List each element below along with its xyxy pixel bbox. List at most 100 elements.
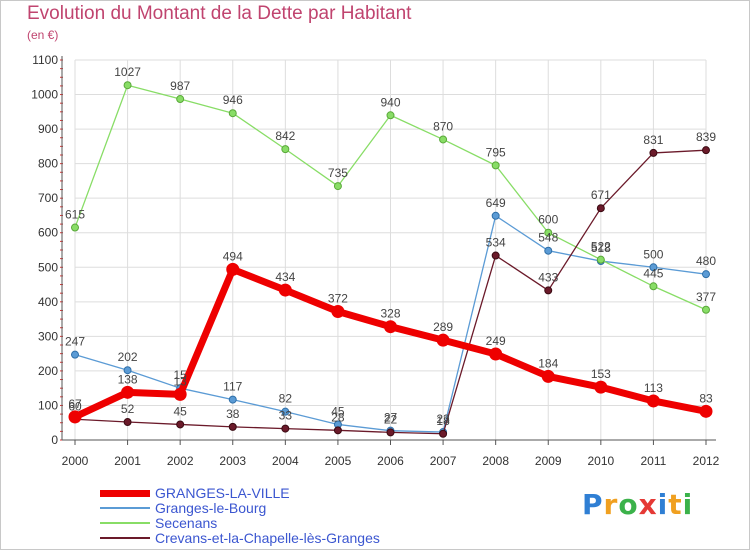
data-point [649, 148, 658, 157]
data-point [596, 204, 605, 213]
x-tick-label: 2010 [587, 454, 614, 468]
data-point [228, 109, 237, 118]
data-point [121, 385, 135, 399]
data-label: 987 [170, 79, 190, 93]
data-point [386, 428, 395, 437]
data-point [71, 223, 79, 232]
data-point [491, 211, 500, 220]
y-tick-label: 1100 [32, 53, 58, 67]
x-tick-label: 2012 [693, 454, 720, 468]
legend-item: Granges-le-Bourg [100, 500, 266, 516]
x-tick-label: 2007 [430, 454, 457, 468]
legend-swatch [100, 522, 150, 524]
data-point [702, 270, 710, 279]
x-tick-label: 2002 [167, 454, 194, 468]
data-point [123, 418, 132, 427]
y-tick-label: 600 [38, 226, 58, 240]
y-tick-label: 300 [38, 329, 58, 343]
data-label: 372 [328, 291, 348, 305]
legend-label: Crevans-et-la-Chapelle-lès-Granges [155, 530, 380, 546]
data-label: 735 [328, 166, 348, 180]
chart-subtitle: (en €) [27, 28, 59, 42]
x-tick-label: 2008 [482, 454, 509, 468]
data-label: 500 [643, 247, 663, 261]
data-point [436, 333, 450, 347]
y-tick-label: 0 [51, 433, 58, 447]
data-label: 13 [173, 374, 187, 388]
data-point [439, 429, 448, 438]
data-point [68, 410, 82, 424]
data-label: 27 [384, 411, 398, 425]
data-point [226, 262, 240, 276]
data-point [544, 286, 553, 295]
data-label: 433 [538, 270, 558, 284]
data-label: 940 [380, 95, 400, 109]
data-label: 82 [279, 392, 293, 406]
data-label: 534 [486, 236, 506, 250]
logo-letter: i [682, 488, 694, 521]
legend-swatch [100, 507, 150, 509]
legend-item: Crevans-et-la-Chapelle-lès-Granges [100, 530, 380, 546]
data-label: 842 [275, 129, 295, 143]
y-tick-label: 100 [38, 398, 58, 412]
x-tick-label: 2001 [114, 454, 141, 468]
logo-letter: x [638, 488, 658, 521]
legend-item: Secenans [100, 515, 217, 531]
data-point [228, 422, 237, 431]
data-point [173, 387, 187, 401]
data-point [71, 350, 79, 359]
data-label: 671 [591, 188, 611, 202]
logo-letter: P [582, 488, 604, 521]
data-label: 202 [118, 350, 138, 364]
data-label: 649 [486, 196, 506, 210]
data-point [702, 146, 710, 155]
data-point [489, 347, 503, 361]
logo-letter: o [618, 488, 639, 521]
data-label: 52 [121, 402, 135, 416]
data-label: 518 [591, 241, 611, 255]
data-point [333, 182, 342, 191]
data-point [439, 135, 448, 144]
y-tick-label: 500 [38, 260, 58, 274]
data-label: 831 [643, 133, 663, 147]
data-label: 328 [380, 307, 400, 321]
data-label: 522 [591, 240, 611, 254]
x-tick-label: 2003 [219, 454, 246, 468]
data-label: 494 [223, 249, 243, 263]
x-tick-label: 2011 [641, 454, 667, 468]
data-label: 795 [486, 145, 506, 159]
data-label: 1027 [114, 65, 141, 79]
legend-label: GRANGES-LA-VILLE [155, 485, 290, 501]
data-point [594, 380, 608, 394]
data-label: 15 [173, 368, 187, 382]
data-label: 153 [591, 367, 611, 381]
chart-title: Evolution du Montant de la Dette par Hab… [27, 3, 412, 24]
data-label: 117 [223, 380, 242, 394]
data-point [331, 304, 345, 318]
data-point [649, 263, 658, 272]
data-label: 548 [538, 231, 558, 245]
data-point [646, 394, 660, 408]
y-tick-label: 900 [38, 122, 58, 136]
data-label: 38 [226, 407, 240, 421]
data-label: 28 [331, 410, 345, 424]
data-label: 480 [696, 254, 716, 268]
data-label: 289 [433, 320, 453, 334]
y-tick-label: 1000 [31, 88, 58, 102]
data-point [281, 407, 290, 416]
data-label: 249 [486, 334, 506, 348]
data-label: 83 [699, 391, 713, 405]
x-tick-label: 2005 [325, 454, 352, 468]
data-label: 445 [643, 266, 663, 280]
data-point [333, 426, 342, 435]
data-point [596, 255, 605, 264]
data-point [123, 366, 132, 375]
data-label: 23 [436, 412, 450, 426]
logo-letter: r [603, 488, 619, 521]
legend-swatch [100, 537, 150, 539]
data-point [384, 320, 397, 334]
data-point [386, 111, 395, 120]
data-label: 22 [384, 412, 398, 426]
y-tick-label: 700 [38, 191, 58, 205]
data-point [281, 145, 290, 154]
